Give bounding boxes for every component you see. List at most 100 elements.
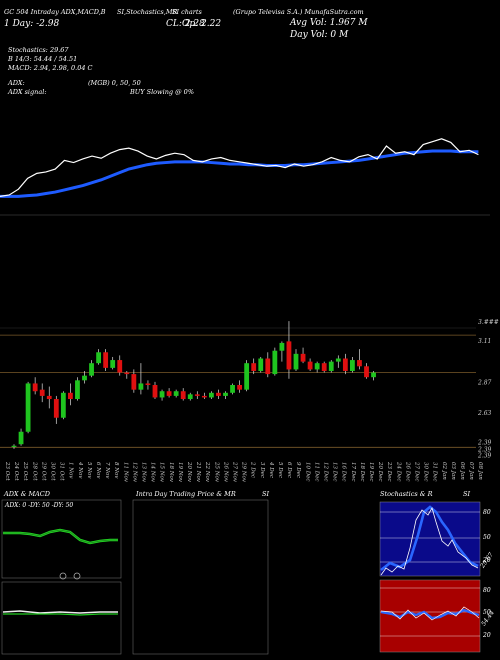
adx-panel-title: ADX & MACD <box>4 490 50 498</box>
date-label: 26 Nov <box>222 461 228 483</box>
stoch-k-line <box>380 506 479 576</box>
header-title-right: (Grupo Televisa S.A.) MunafaSutra.com <box>233 8 364 16</box>
date-label: 20 Nov <box>186 461 192 483</box>
price-axis-label: 3.11 <box>478 338 491 345</box>
stoch-axis-50: 50 <box>483 534 491 541</box>
price-line <box>0 138 479 197</box>
candle-body <box>357 360 362 367</box>
stoch-panel-title-2: SI <box>463 490 471 498</box>
date-label: 7 Nov <box>104 462 110 479</box>
date-label: 16 Dec <box>341 462 347 482</box>
price-axis-label: 3.### <box>478 319 499 326</box>
date-label: 30 Oct <box>50 462 56 481</box>
adx-values: (MGB) 0, 50, 50 <box>88 79 141 87</box>
candle-body <box>293 353 299 370</box>
date-label: 19 Nov <box>177 462 183 483</box>
candle-body <box>286 341 292 370</box>
price-axis-label: 2.39 <box>477 446 492 453</box>
date-label: 07 Jan <box>468 462 474 480</box>
candle-body <box>46 395 52 400</box>
date-label: 8 Nov <box>113 462 119 479</box>
candle-body <box>314 363 320 370</box>
intraday-panel-frame <box>132 499 269 655</box>
candle-body <box>138 383 144 390</box>
candle-body <box>145 383 151 385</box>
date-label: 10 Dec <box>304 462 310 482</box>
intraday-panel-title: Intra Day Trading Price & MR <box>136 490 236 498</box>
header-title-mid2: SI charts <box>172 8 202 16</box>
candle-body <box>25 383 31 432</box>
candle-body <box>272 350 278 375</box>
main-chart: 3.### 3.112.872.632.392.392.39 23 Oct 24 … <box>0 138 499 483</box>
candle-body <box>194 394 200 396</box>
candle-body <box>237 385 242 390</box>
candle-body <box>117 360 123 373</box>
rsi-blue-line <box>380 608 480 620</box>
candle-body <box>350 360 355 371</box>
header-title-left: GC 504 Intraday ADX,MACD,B <box>4 8 106 16</box>
candle-body <box>307 361 313 370</box>
date-label: 24 Oct <box>13 461 19 481</box>
open-label: Op: 2.22 <box>182 19 222 29</box>
macd-signal-line <box>3 613 118 616</box>
date-label: 13 Nov <box>141 462 147 483</box>
stochastics-panel <box>379 501 481 577</box>
candle-body <box>18 431 24 445</box>
candle-body <box>124 372 130 375</box>
candle-body <box>251 363 257 371</box>
candle-body <box>265 358 271 375</box>
date-label: 2 Dec <box>250 461 256 478</box>
date-label: 18 Dec <box>359 462 365 482</box>
price-axis-label: 2.39 <box>477 452 492 459</box>
date-label: 21 Nov <box>195 461 201 483</box>
date-label: 08 Jan <box>477 462 483 480</box>
date-label: 14 Nov <box>150 462 156 483</box>
date-label: 6 Nov <box>95 462 101 479</box>
price-axis-label: 2.87 <box>477 380 492 387</box>
candle-body <box>187 394 193 400</box>
candle-body <box>131 374 137 390</box>
bands-readout: B 14/3: 54.44 / 54.51 <box>8 55 78 63</box>
candle-body <box>173 391 179 396</box>
date-label: 5 Dec <box>277 462 283 478</box>
date-label: 20 Dec <box>377 461 383 482</box>
candle-body <box>230 385 235 393</box>
candle-body <box>32 383 38 392</box>
date-label: 4 Dec <box>268 461 274 478</box>
stoch-d-line <box>380 505 479 572</box>
stoch-axis-20: 20 <box>483 557 491 564</box>
candle-body <box>60 392 66 418</box>
adx-label: ADX: <box>8 79 25 87</box>
date-label: 12 Nov <box>131 462 137 483</box>
date-label: 25 Oct <box>22 461 28 481</box>
date-label: 28 Oct <box>31 461 37 481</box>
candle-body <box>159 391 165 398</box>
stochastics-readout: Stochastics: 29.67 <box>8 46 69 54</box>
candle-body <box>244 363 250 390</box>
date-label: 11 Dec <box>313 462 319 482</box>
candle-body <box>328 361 334 371</box>
candle-body <box>364 366 369 378</box>
buy-signal: BUY Slowing @ 0% <box>130 88 194 96</box>
date-label: 6 Dec <box>286 462 292 478</box>
date-label: 4 Nov <box>77 461 83 479</box>
candle-body <box>180 391 186 400</box>
date-label: 18 Nov <box>168 462 174 483</box>
candle-body <box>371 372 376 378</box>
di-line <box>3 529 118 544</box>
date-label: 27 Nov <box>232 461 238 483</box>
date-label: 31 Dec <box>432 462 438 482</box>
rsi-white-line <box>380 606 480 621</box>
date-label: 23 Oct <box>4 461 10 481</box>
candle-body <box>103 352 109 368</box>
candle-body <box>201 395 207 398</box>
adx-signal-label: ADX signal: <box>8 88 47 96</box>
date-label: 15 Nov <box>159 462 165 483</box>
date-label: 29 Oct <box>40 461 46 481</box>
date-label: 3 Dec <box>259 462 265 478</box>
candle-body <box>300 353 306 362</box>
date-label: 24 Dec <box>395 461 401 482</box>
date-label: 30 Dec <box>423 462 429 482</box>
